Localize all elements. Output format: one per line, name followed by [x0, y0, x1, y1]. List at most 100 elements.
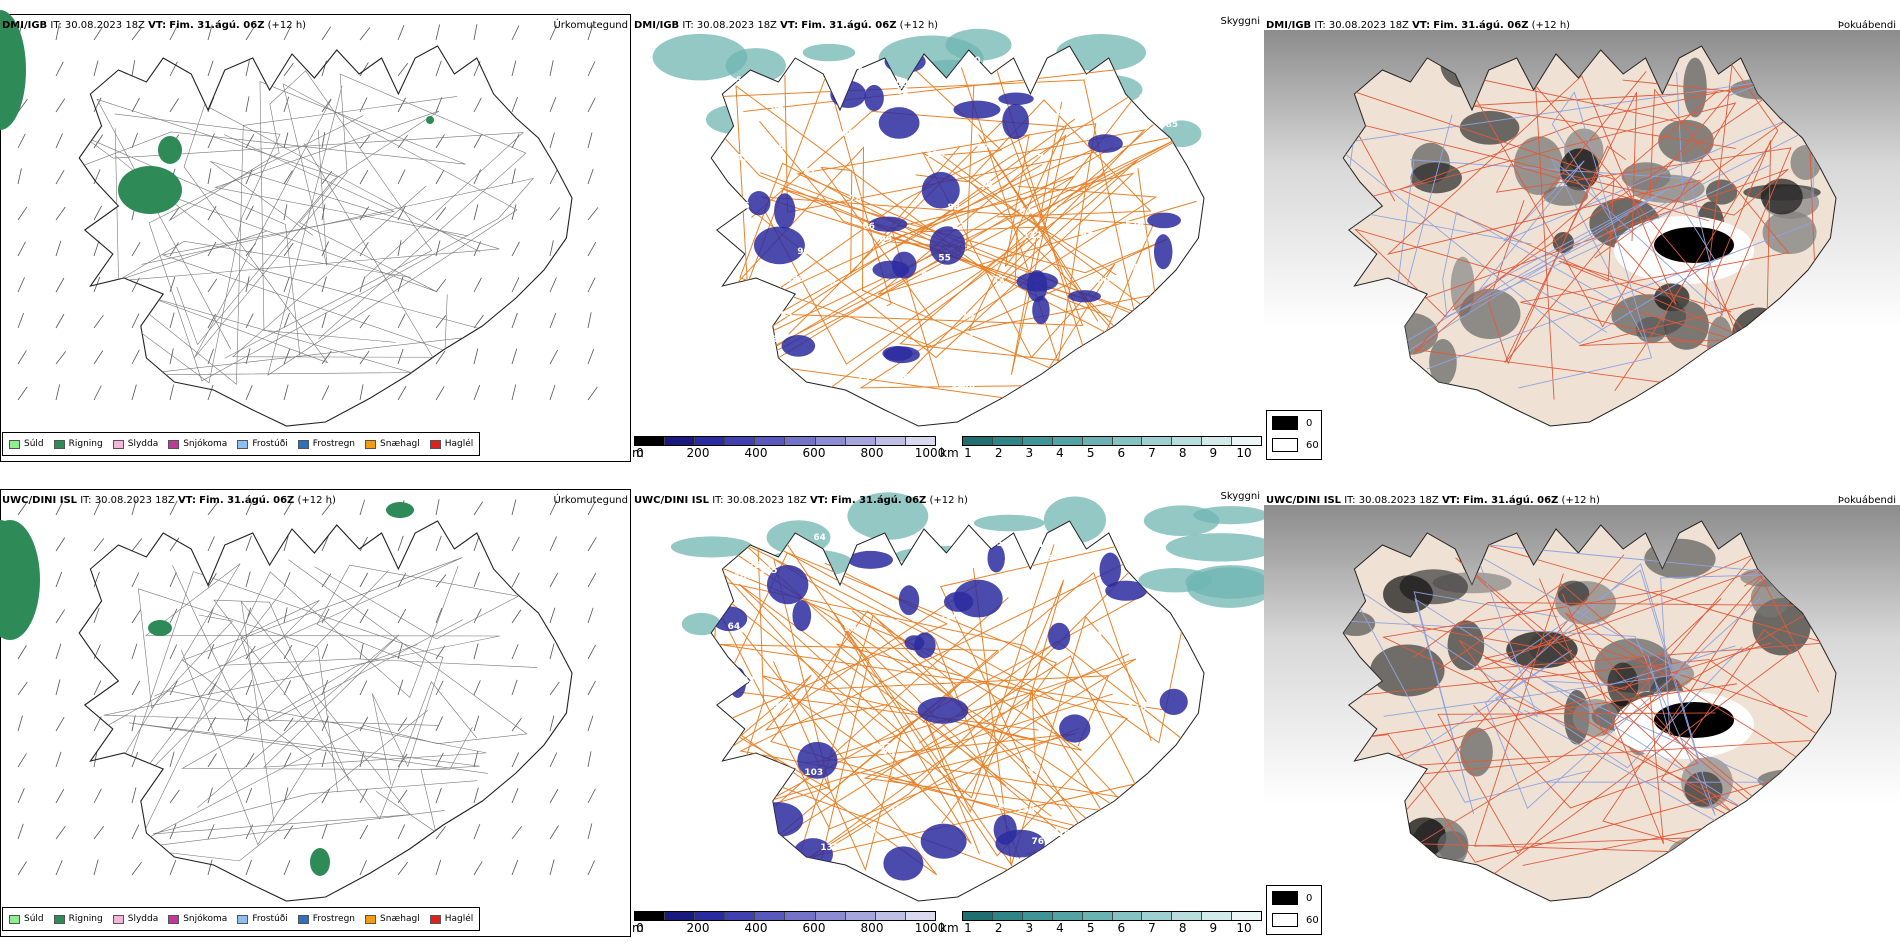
cloud-base-patch — [1105, 580, 1147, 601]
colorbar-step — [695, 437, 726, 445]
legend-label: Súld — [24, 439, 44, 449]
wind-barb — [93, 538, 105, 552]
colorbar-step — [755, 437, 786, 445]
wind-barb — [435, 60, 442, 77]
road-line — [1518, 91, 1653, 389]
colorbar-step — [695, 912, 726, 920]
product-name: Skyggni — [1220, 491, 1260, 502]
road-line — [735, 84, 1139, 395]
legend-swatch — [168, 439, 180, 449]
wind-barb — [245, 715, 250, 732]
wind-barb — [435, 825, 446, 840]
cloud-base-label: 19 — [962, 312, 975, 322]
cloud-base-patch — [792, 600, 812, 632]
colorbar-tick-label: 7 — [1148, 446, 1156, 460]
colorbar-tick-label: 7 — [1148, 921, 1156, 935]
road-line — [1343, 683, 1779, 863]
cloud-base-patch — [1026, 270, 1048, 302]
wind-barb — [245, 535, 252, 552]
cloud-base-label: 106 — [836, 129, 855, 139]
road-line — [141, 115, 535, 382]
road-network — [1343, 63, 1818, 400]
wind-barb — [549, 60, 554, 77]
legend-item: Frostúði — [237, 439, 288, 449]
wind-barb — [131, 313, 140, 329]
colorbar-tick-label: 0 — [636, 446, 644, 460]
cloud-base-patch — [1068, 290, 1101, 303]
fog-index-patch — [1705, 179, 1738, 205]
wind-barb — [169, 348, 174, 365]
legend-item: Snæhagl — [365, 439, 420, 449]
road-line — [152, 600, 478, 835]
cloud-base-label: 371 — [773, 702, 792, 712]
road-line — [1438, 583, 1664, 845]
road-line — [1442, 164, 1772, 318]
wind-barb — [587, 572, 597, 588]
colorbar-tick-label: 1000 — [914, 446, 946, 460]
fog-index-patch — [1459, 110, 1520, 145]
cloud-base-label: 76 — [1037, 154, 1050, 164]
wind-barb — [435, 859, 442, 876]
product-name: Þokuábendi — [1837, 20, 1896, 31]
wind-barb — [359, 499, 366, 516]
colorbar-tick-label: 400 — [744, 921, 768, 935]
wind-barb — [283, 717, 294, 732]
wind-barb — [55, 679, 61, 696]
wind-barb — [321, 385, 330, 401]
cloud-base-label: 91 — [1117, 364, 1130, 374]
cloud-base-label: 84 — [1019, 207, 1032, 217]
wind-barb — [435, 315, 447, 329]
wind-barb — [397, 313, 406, 329]
road-line — [750, 85, 1075, 376]
wind-barb — [587, 860, 595, 876]
road-line — [135, 565, 459, 862]
colorbar-step — [635, 437, 666, 445]
legend-swatch — [9, 439, 20, 449]
wind-barb — [587, 715, 594, 732]
cloud-base-label: 64 — [813, 533, 826, 543]
colorbar-tick-label: 0 — [636, 921, 644, 935]
cloud-base-label: 85 — [990, 539, 1003, 549]
legend-label: Frostregn — [312, 914, 356, 924]
cloud-base-label: 228 — [742, 676, 761, 686]
cloud-base-label: 62 — [887, 99, 900, 109]
wind-barb — [55, 206, 66, 221]
cloud-base-patch — [914, 632, 936, 659]
legend-swatch — [112, 914, 124, 924]
cloud-base-label: 66 — [862, 222, 875, 232]
legend-item: Slydda — [112, 439, 158, 449]
interior-outlines — [80, 70, 535, 385]
wind-barb — [321, 350, 332, 365]
fog-index-panel: UWC/DINI ISL IT: 30.08.2023 18Z VT: Fim.… — [1264, 475, 1900, 950]
cloud-base-label: 77 — [1132, 264, 1145, 274]
wind-barb — [93, 826, 104, 840]
cloud-visibility-panel: 132 116 103 99 100 84 159 145 371 76 77 107 96 77 99 17… — [632, 475, 1264, 950]
fog-map — [1264, 30, 1900, 427]
road-line — [1386, 75, 1701, 305]
wind-barb — [587, 312, 592, 329]
wind-barb — [397, 385, 407, 401]
wind-barb — [131, 751, 139, 768]
wind-barb — [549, 25, 557, 41]
wind-barb — [549, 277, 557, 293]
wind-barb — [17, 312, 25, 329]
wind-barb — [473, 169, 481, 185]
fog-legend-item: 60 — [1272, 438, 1319, 452]
wind-barb — [207, 206, 217, 221]
road-line — [1442, 540, 1793, 737]
wind-barb — [93, 859, 99, 876]
road-line — [126, 559, 528, 850]
wind-barb — [131, 242, 141, 257]
panel-title: UWC/DINI ISL IT: 30.08.2023 18Z VT: Fim.… — [2, 495, 336, 506]
road-line — [96, 98, 438, 350]
colorbar-tick-label: 4 — [1056, 921, 1064, 935]
wind-barb — [511, 826, 522, 840]
cloud-base-patch — [1032, 296, 1050, 325]
fog-legend: 0 60 — [1266, 885, 1322, 935]
wind-barb — [283, 242, 294, 257]
cloud-base-label: 62 — [896, 87, 909, 97]
map-frame — [0, 489, 631, 937]
road-line — [83, 634, 487, 808]
road-line — [154, 557, 463, 846]
cloud-base-patch — [920, 823, 967, 859]
